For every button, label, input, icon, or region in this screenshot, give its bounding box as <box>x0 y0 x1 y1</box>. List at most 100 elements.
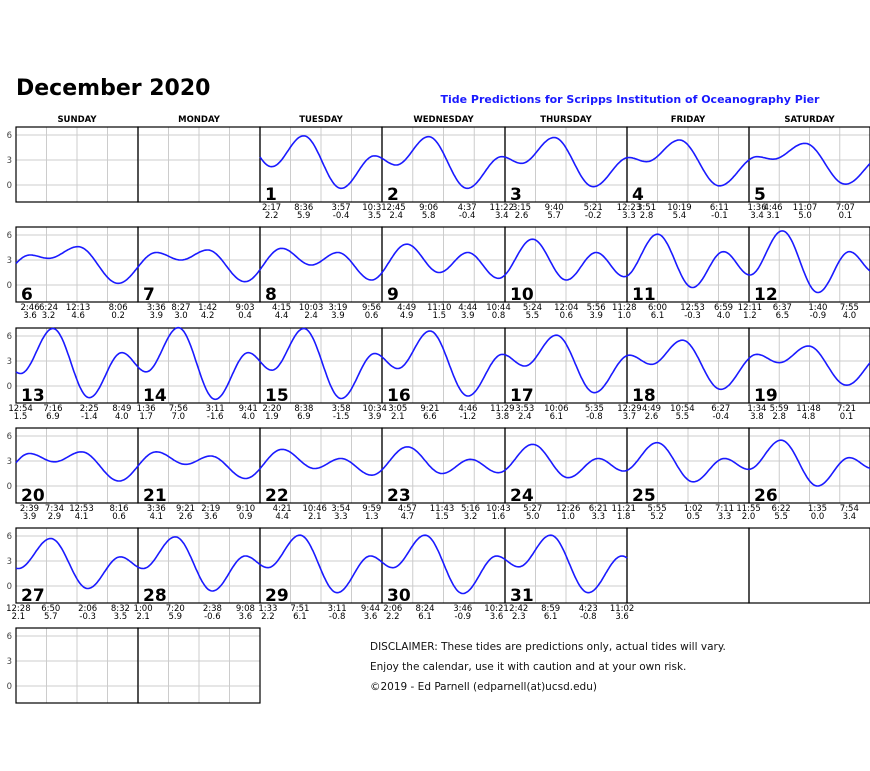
tide-height: 4.1 <box>75 512 89 522</box>
weekday-header: SATURDAY <box>784 115 835 125</box>
day-number: 31 <box>510 586 534 606</box>
tide-height: 4.0 <box>717 311 731 321</box>
tide-height: 0.6 <box>112 512 126 522</box>
tide-height: 3.6 <box>239 612 253 622</box>
tide-time: 3:46 <box>453 604 472 614</box>
tide-height: 2.2 <box>265 211 279 221</box>
tide-time: 11:43 <box>430 504 455 514</box>
y-tick-label: 6 <box>7 432 12 442</box>
tide-time: 10:34 <box>362 404 387 414</box>
tide-time: 6:50 <box>41 604 60 614</box>
tide-time: 9:44 <box>361 604 380 614</box>
tide-height: 1.8 <box>617 512 631 522</box>
tide-time: 6:22 <box>772 504 791 514</box>
tide-time: 8:24 <box>416 604 435 614</box>
tide-time: 11:48 <box>796 404 821 414</box>
tide-curve <box>15 537 139 590</box>
tide-height: 3.8 <box>750 412 764 422</box>
tide-height: 3.0 <box>174 311 188 321</box>
day-cell <box>748 327 870 404</box>
day-cell <box>748 126 870 203</box>
tide-height: 2.2 <box>386 612 400 622</box>
day-number: 15 <box>265 386 289 406</box>
day-number: 24 <box>510 486 534 506</box>
tide-height: -0.9 <box>455 612 472 622</box>
tide-height: 2.6 <box>179 512 193 522</box>
tide-height: 5.7 <box>44 612 58 622</box>
tide-height: 3.9 <box>331 311 345 321</box>
tide-time: 10:54 <box>670 404 695 414</box>
day-number: 14 <box>143 386 167 406</box>
day-number: 6 <box>21 285 33 305</box>
y-tick-label: 6 <box>7 332 12 342</box>
tide-curve <box>504 238 628 281</box>
tide-curve <box>15 327 139 399</box>
tide-curve <box>259 247 383 281</box>
day-number: 1 <box>265 185 277 205</box>
tide-height: -0.4 <box>459 211 476 221</box>
tide-height: 3.4 <box>843 512 857 522</box>
tide-height: -0.8 <box>329 612 346 622</box>
tide-height: 3.6 <box>615 612 629 622</box>
tide-time: 4:44 <box>458 303 477 313</box>
tide-time: 4:21 <box>273 504 292 514</box>
tide-time: 12:29 <box>617 404 642 414</box>
tide-height: -0.4 <box>712 412 729 422</box>
weekday-header: SUNDAY <box>57 115 97 125</box>
tide-height: 2.6 <box>515 211 529 221</box>
tide-height: -0.6 <box>204 612 221 622</box>
tide-time: 1:42 <box>198 303 217 313</box>
tide-curve <box>381 135 506 190</box>
tide-time: 6:37 <box>773 303 792 313</box>
tide-time: 2:17 <box>262 203 281 213</box>
tide-height: 0.8 <box>492 311 506 321</box>
tide-height: 4.0 <box>115 412 129 422</box>
tide-height: 4.8 <box>802 412 816 422</box>
y-tick-label: 6 <box>7 632 12 642</box>
tide-height: 6.9 <box>46 412 60 422</box>
tide-time: 9:21 <box>420 404 439 414</box>
tide-time: 4:46 <box>458 404 477 414</box>
tide-time: 10:43 <box>486 504 511 514</box>
day-number: 22 <box>265 486 289 506</box>
day-number: 17 <box>510 386 534 406</box>
tide-height: 1.2 <box>743 311 757 321</box>
tide-height: -0.2 <box>585 211 602 221</box>
tide-height: 1.7 <box>139 412 153 422</box>
tide-height: 6.1 <box>550 412 564 422</box>
weekday-header: FRIDAY <box>671 115 706 125</box>
tide-height: 6.9 <box>297 412 311 422</box>
tide-height: 2.8 <box>772 412 786 422</box>
tide-curve <box>748 345 870 387</box>
day-number: 5 <box>754 185 766 205</box>
day-number: 2 <box>387 185 399 205</box>
day-number: 21 <box>143 486 167 506</box>
tide-height: 5.7 <box>547 211 561 221</box>
tide-time: 5:35 <box>585 404 604 414</box>
tide-curve <box>504 534 628 594</box>
tide-time: 8:36 <box>294 203 313 213</box>
tide-curve <box>626 339 750 391</box>
tide-height: 3.3 <box>334 512 348 522</box>
tide-time: 5:24 <box>523 303 542 313</box>
tide-time: 10:46 <box>302 504 327 514</box>
y-tick-label: 3 <box>7 256 12 266</box>
tide-height: 1.5 <box>432 311 446 321</box>
tide-height: -0.1 <box>711 211 728 221</box>
tide-time: 10:44 <box>486 303 511 313</box>
tide-time: 3:05 <box>388 404 407 414</box>
tide-time: 8:32 <box>111 604 130 614</box>
tide-curve <box>504 334 628 394</box>
tide-height: 2.1 <box>391 412 405 422</box>
day-number: 11 <box>632 285 656 305</box>
tide-curve <box>504 443 628 479</box>
y-tick-label: 3 <box>7 457 12 467</box>
tide-time: 4:15 <box>272 303 291 313</box>
tide-height: 4.4 <box>275 311 289 321</box>
tide-height: 4.0 <box>241 412 255 422</box>
tide-time: 12:26 <box>556 504 581 514</box>
tide-time: 9:41 <box>239 404 258 414</box>
tide-time: 7:54 <box>840 504 859 514</box>
tide-time: 5:21 <box>584 203 603 213</box>
tide-height: 1.5 <box>435 512 449 522</box>
